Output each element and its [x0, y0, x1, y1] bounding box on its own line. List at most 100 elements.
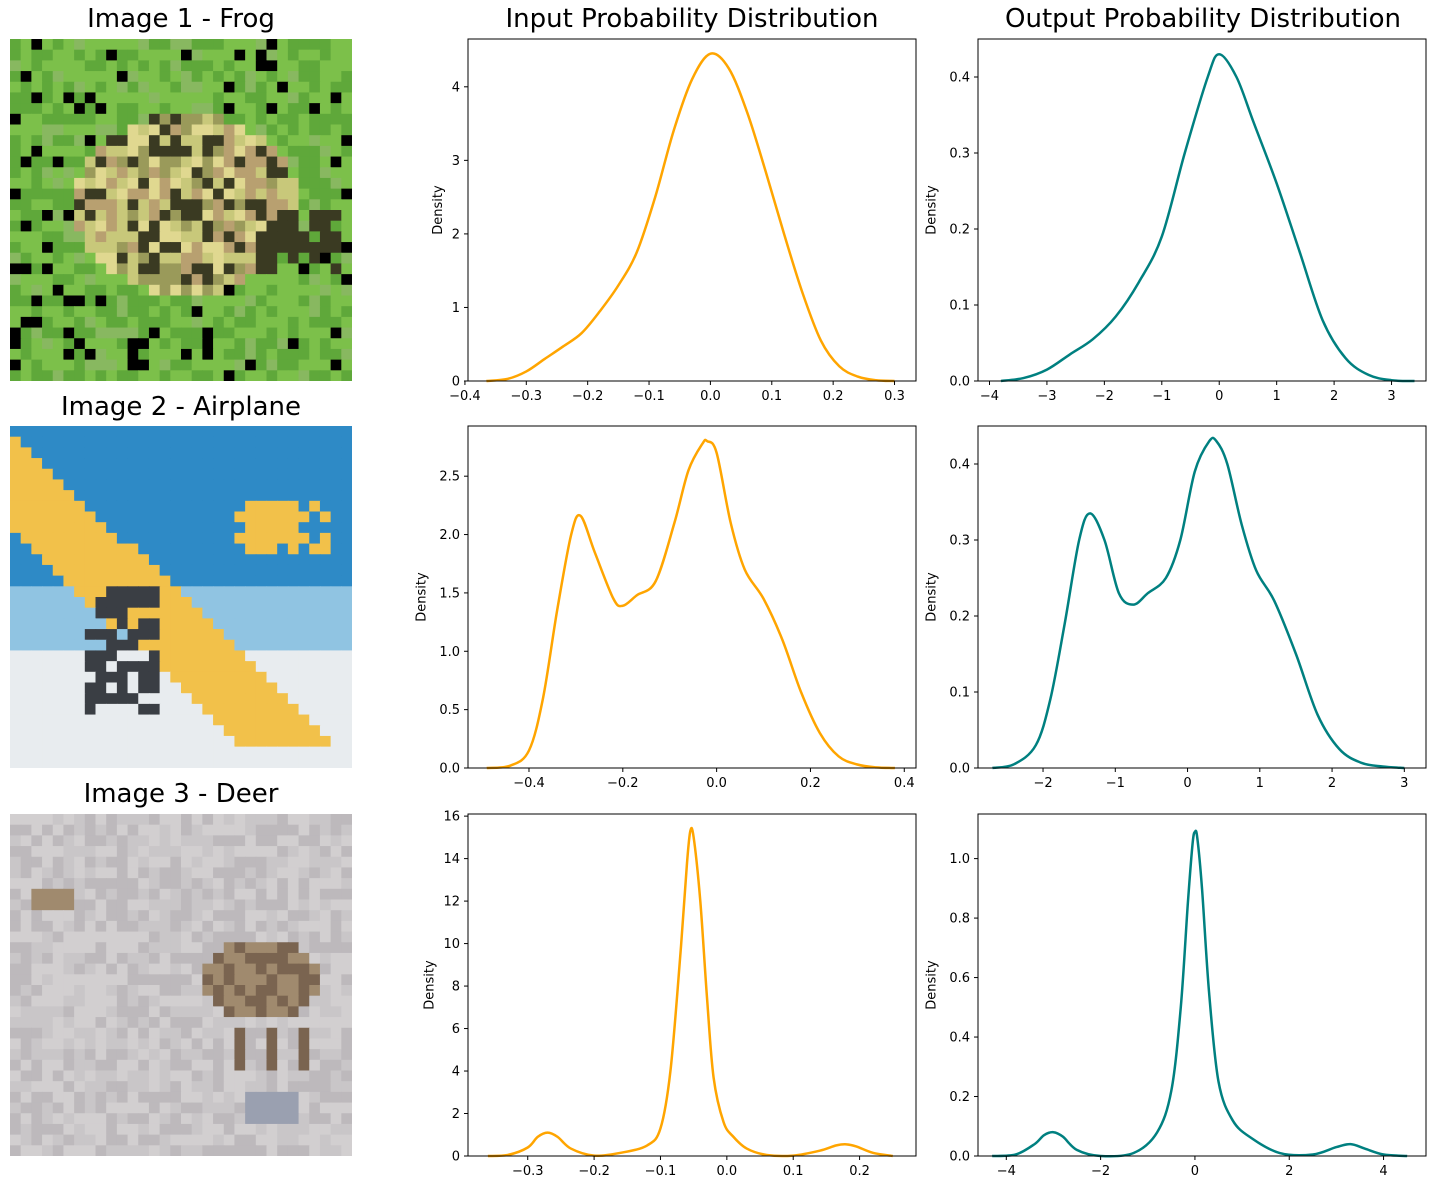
- image-pixel: [159, 703, 171, 716]
- image-pixel: [202, 995, 214, 1007]
- image-pixel: [245, 1102, 257, 1114]
- image-pixel: [20, 295, 32, 307]
- image-pixel: [191, 757, 203, 768]
- image-pixel: [159, 188, 171, 200]
- image-pixel: [20, 447, 32, 459]
- image-pixel: [127, 522, 139, 534]
- image-pixel: [341, 338, 352, 350]
- image-pixel: [277, 49, 289, 61]
- image-pixel: [10, 426, 22, 438]
- image-pixel: [42, 1123, 54, 1136]
- image-pixel: [277, 1145, 289, 1156]
- image-pixel: [127, 856, 139, 869]
- image-pixel: [234, 1145, 246, 1156]
- image-pixel: [330, 899, 342, 911]
- image-pixel: [298, 156, 310, 168]
- image-pixel: [191, 426, 203, 438]
- image-pixel: [116, 835, 129, 847]
- image-pixel: [202, 124, 214, 136]
- image-pixel: [10, 39, 22, 51]
- image-pixel: [245, 231, 257, 243]
- y-tick-label: 0.4: [949, 458, 970, 473]
- image-pixel: [42, 1081, 54, 1093]
- image-pixel: [341, 931, 352, 943]
- image-pixel: [84, 135, 97, 147]
- image-pixel: [159, 532, 171, 545]
- image-pixel: [20, 1049, 32, 1061]
- image-pixel: [191, 974, 203, 986]
- image-pixel: [223, 210, 236, 222]
- image-pixel: [223, 671, 236, 684]
- image-pixel: [266, 167, 278, 179]
- image-pixel: [330, 725, 342, 737]
- image-pixel: [31, 1081, 43, 1093]
- image-pixel: [84, 284, 97, 297]
- x-tick-label: −4: [980, 389, 999, 404]
- image-pixel: [31, 263, 43, 275]
- y-tick-label: 0.1: [949, 686, 970, 701]
- image-pixel: [42, 878, 54, 890]
- image-pixel: [255, 1134, 268, 1146]
- image-pixel: [84, 177, 97, 190]
- image-pixel: [148, 103, 161, 115]
- image-pixel: [298, 931, 310, 943]
- image-pixel: [95, 746, 107, 758]
- image-pixel: [74, 1081, 86, 1093]
- x-tick-label: 0.0: [700, 389, 721, 404]
- image-pixel: [223, 1081, 236, 1093]
- image-pixel: [287, 1038, 300, 1050]
- image-pixel: [181, 661, 193, 673]
- image-pixel: [202, 167, 214, 179]
- image-pixel: [52, 607, 65, 619]
- image-pixel: [341, 167, 352, 179]
- image-pixel: [31, 370, 43, 381]
- image-pixel: [287, 735, 300, 748]
- image-pixel: [277, 274, 289, 286]
- image-pixel: [84, 867, 97, 879]
- image-pixel: [52, 899, 65, 911]
- image-pixel: [159, 575, 171, 587]
- image-pixel: [95, 231, 107, 243]
- image-pixel: [20, 693, 32, 705]
- image-pixel: [330, 543, 342, 555]
- y-tick-label: 0.2: [949, 1090, 970, 1105]
- image-pixel: [106, 607, 118, 619]
- image-pixel: [341, 1091, 352, 1104]
- image-pixel: [202, 436, 214, 448]
- image-pixel: [181, 899, 193, 911]
- image-pixel: [341, 426, 352, 438]
- image-pixel: [223, 1102, 236, 1114]
- image-pixel: [202, 135, 214, 147]
- image-pixel: [202, 242, 214, 254]
- image-pixel: [245, 306, 257, 318]
- image-pixel: [277, 564, 289, 577]
- image-pixel: [277, 231, 289, 243]
- image-pixel: [20, 220, 32, 232]
- image-pixel: [309, 824, 321, 836]
- image-pixel: [159, 113, 171, 126]
- image-pixel: [255, 177, 268, 190]
- image-pixel: [266, 71, 278, 83]
- image-pixel: [84, 81, 97, 94]
- image-pixel: [234, 746, 246, 758]
- image-pixel: [266, 1081, 278, 1093]
- image-pixel: [31, 81, 43, 94]
- image-pixel: [31, 942, 43, 954]
- image-pixel: [10, 511, 22, 523]
- image-pixel: [148, 145, 161, 158]
- image-pixel: [213, 458, 225, 470]
- image-pixel: [170, 735, 182, 748]
- image-pixel: [213, 1017, 225, 1029]
- image-pixel: [319, 458, 332, 470]
- image-pixel: [42, 199, 54, 211]
- image-pixel: [223, 931, 236, 943]
- image-pixel: [266, 597, 278, 609]
- image-pixel: [106, 824, 118, 836]
- image-pixel: [213, 814, 225, 826]
- image-pixel: [74, 1049, 86, 1061]
- image-pixel: [181, 597, 193, 609]
- image-pixel: [223, 1091, 236, 1104]
- image-pixel: [31, 242, 43, 254]
- image-pixel: [127, 974, 139, 986]
- image-pixel: [277, 671, 289, 684]
